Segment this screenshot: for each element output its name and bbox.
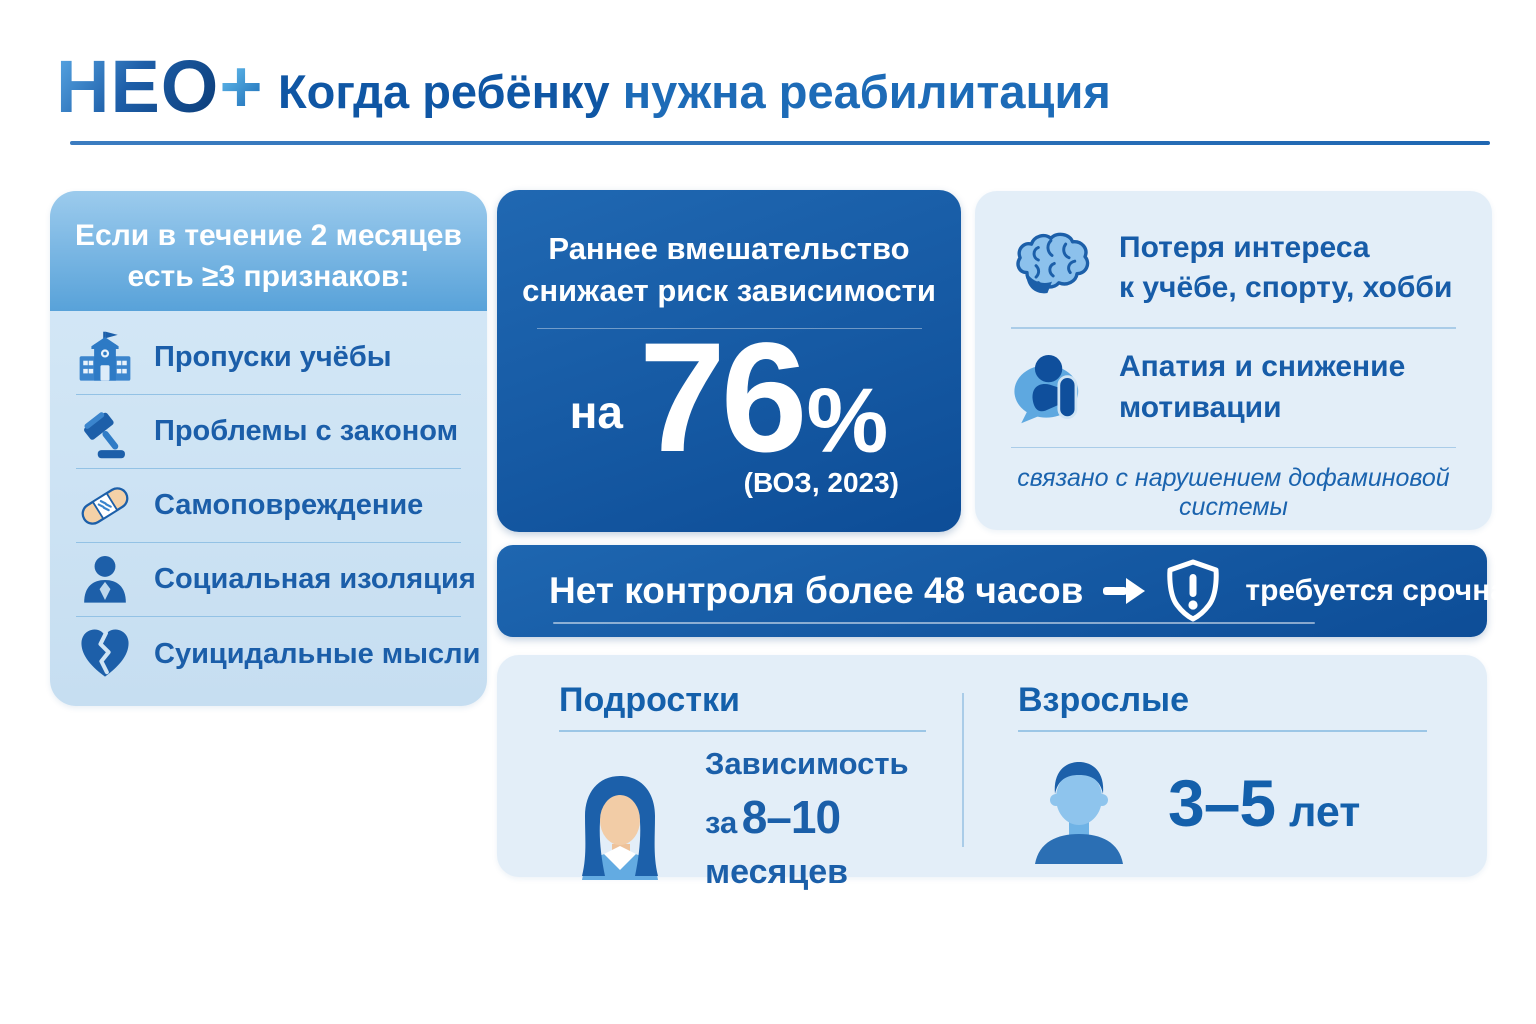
- logo-plus-icon: +: [219, 45, 263, 128]
- broken-heart-icon: [76, 625, 134, 683]
- adults-column: Взрослые 3–5 лет: [962, 655, 1487, 877]
- page-title-rest: нужна реабилитация: [622, 65, 1111, 118]
- brand-logo: НЕО +: [56, 50, 263, 124]
- symptom-label: Апатия и снижение мотивации: [1119, 347, 1405, 428]
- timeline-panel: Подростки Зависимость за 8–10 месяце: [497, 655, 1487, 891]
- timeline-vertical-divider: [962, 693, 964, 847]
- stat-panel: Раннее вмешательство снижает риск зависи…: [497, 190, 961, 532]
- teens-column: Подростки Зависимость за 8–10 месяце: [497, 655, 962, 891]
- page-title-emphasis: Когда ребёнку: [278, 65, 610, 118]
- list-item: Суицидальные мысли: [76, 617, 480, 691]
- symptom-label-line1: Апатия и снижение: [1119, 350, 1406, 383]
- stat-value: 76: [639, 311, 808, 486]
- adults-underline: [1018, 730, 1427, 732]
- signs-heading-line1: Если в течение 2 месяцев: [75, 219, 462, 252]
- symptom-label-line2: мотивации: [1119, 390, 1282, 424]
- bandage-icon: [76, 477, 134, 535]
- list-item: Апатия и снижение мотивации: [1011, 329, 1456, 447]
- alert-condition: Нет контроля более 48 часов: [549, 570, 1084, 611]
- adults-text: 3–5 лет: [1168, 765, 1360, 841]
- arrow-right-icon: [1103, 578, 1146, 604]
- symptoms-divider: [1011, 446, 1456, 448]
- signs-panel-heading: Если в течение 2 месяцев есть ≥3 признак…: [50, 191, 487, 311]
- list-item: Самоповреждение: [76, 469, 461, 543]
- teens-suffix: месяцев: [705, 853, 849, 892]
- signs-panel: Если в течение 2 месяцев есть ≥3 признак…: [50, 191, 487, 706]
- logo-text: НЕО: [56, 45, 220, 128]
- stat-prefix: на: [569, 386, 624, 439]
- brain-icon: [1011, 231, 1093, 305]
- list-item: Потеря интереса к учёбе, спорту, хобби: [1011, 209, 1456, 327]
- banner-underline: [553, 622, 1315, 624]
- adults-duration-value: 3–5: [1168, 765, 1276, 840]
- header-divider: [70, 141, 1490, 145]
- sign-label: Самоповреждение: [154, 489, 424, 521]
- teens-line2: за 8–10 месяцев: [705, 785, 926, 897]
- sign-label: Социальная изоляция: [154, 563, 476, 595]
- alert-banner: Нет контроля более 48 часов требуется ср…: [497, 545, 1536, 637]
- symptom-label-line1: Потеря интереса: [1119, 230, 1370, 264]
- adults-heading: Взрослые: [1018, 681, 1189, 719]
- sign-label: Проблемы с законом: [154, 415, 459, 447]
- adults-suffix: лет: [1289, 787, 1361, 836]
- stat-heading-line1: Раннее вмешательство: [548, 231, 910, 266]
- signs-list: Пропуски учёбы Проблемы с законом: [50, 311, 487, 691]
- adults-content: 3–5 лет: [1018, 742, 1427, 864]
- list-item: Проблемы с законом: [76, 395, 461, 469]
- symptoms-panel: Потеря интереса к учёбе, спорту, хобби А…: [975, 191, 1492, 530]
- teens-prefix: за: [705, 804, 738, 840]
- teens-duration-value: 8–10: [741, 790, 841, 843]
- symptom-label: Потеря интереса к учёбе, спорту, хобби: [1119, 228, 1452, 309]
- stat-percent-sign: %: [806, 370, 889, 473]
- list-item: Пропуски учёбы: [76, 321, 461, 395]
- symptom-label-line2: к учёбе, спорту, хобби: [1119, 271, 1453, 304]
- alert-action: требуется срочная помощь: [1245, 574, 1536, 607]
- teens-heading: Подростки: [559, 681, 740, 719]
- teens-underline: [559, 730, 926, 732]
- stat-source: (ВОЗ, 2023): [743, 467, 899, 499]
- teens-content: Зависимость за 8–10 месяцев: [559, 742, 926, 897]
- sign-label: Пропуски учёбы: [154, 341, 392, 373]
- person-icon: [76, 551, 134, 609]
- stat-heading-line2: снижает риск зависимости: [522, 272, 936, 308]
- teens-line1: Зависимость: [705, 745, 909, 781]
- shield-alert-icon: [1167, 559, 1220, 622]
- symptoms-footnote: связано с нарушением дофаминовой системы: [1017, 464, 1450, 521]
- page-title: Когда ребёнку нужна реабилитация: [278, 64, 1111, 119]
- apathy-icon: [1011, 351, 1093, 425]
- teen-girl-illustration: [582, 776, 658, 881]
- symptoms-divider: [1011, 327, 1456, 329]
- school-icon: [76, 329, 134, 387]
- adult-man-illustration: [1035, 761, 1123, 864]
- stat-heading: Раннее вмешательство снижает риск зависи…: [497, 228, 961, 312]
- teens-text: Зависимость за 8–10 месяцев: [705, 742, 926, 897]
- list-item: Социальная изоляция: [76, 543, 476, 617]
- stat-value-row: на 76 %: [497, 311, 961, 486]
- sign-label: Суицидальные мысли: [154, 637, 481, 670]
- stat-divider: [536, 327, 922, 330]
- signs-heading-line2: есть ≥3 признаков:: [127, 259, 410, 293]
- gavel-icon: [76, 403, 134, 461]
